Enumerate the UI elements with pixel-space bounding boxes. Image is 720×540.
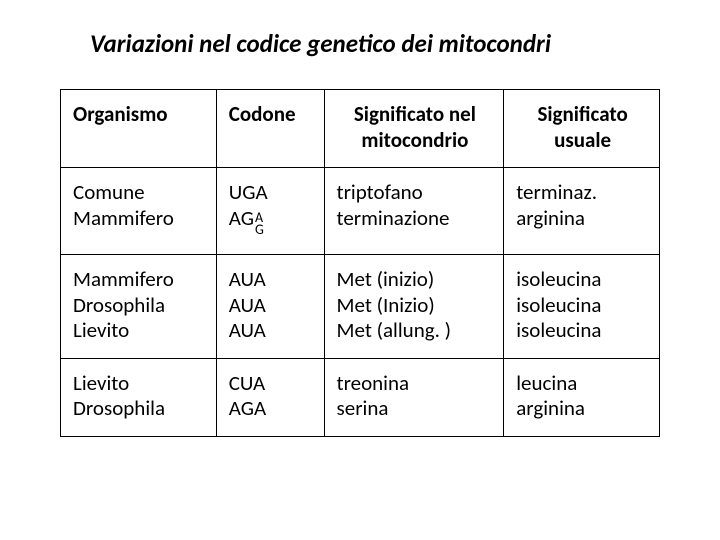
cell-mito: treoninaserina xyxy=(324,358,504,436)
cell-organismo: MammiferoDrosophilaLievito xyxy=(61,255,217,359)
cell-organismo: ComuneMammifero xyxy=(61,168,217,255)
cell-usuale: isoleucinaisoleucinaisoleucina xyxy=(504,255,660,359)
cell-codone: UGAAGAG xyxy=(216,168,324,255)
table-row: ComuneMammiferoUGAAGAGtriptofanoterminaz… xyxy=(61,168,660,255)
cell-mito: Met (inizio)Met (Inizio)Met (allung. ) xyxy=(324,255,504,359)
cell-mito: triptofanoterminazione xyxy=(324,168,504,255)
table-row: LievitoDrosophilaCUAAGAtreoninaserinaleu… xyxy=(61,358,660,436)
col-header-codone: Codone xyxy=(216,90,324,168)
cell-codone: AUAAUAAUA xyxy=(216,255,324,359)
col-header-usuale: Significato usuale xyxy=(504,90,660,168)
cell-organismo: LievitoDrosophila xyxy=(61,358,217,436)
table-header-row: Organismo Codone Significato nel mitocon… xyxy=(61,90,660,168)
cell-codone: CUAAGA xyxy=(216,358,324,436)
cell-usuale: leucinaarginina xyxy=(504,358,660,436)
table-row: MammiferoDrosophilaLievitoAUAAUAAUAMet (… xyxy=(61,255,660,359)
genetic-code-table: Organismo Codone Significato nel mitocon… xyxy=(60,89,660,437)
col-header-organismo: Organismo xyxy=(61,90,217,168)
page-title: Variazioni nel codice genetico dei mitoc… xyxy=(60,28,660,59)
col-header-mito: Significato nel mitocondrio xyxy=(324,90,504,168)
cell-usuale: terminaz.arginina xyxy=(504,168,660,255)
codone-stack: AG xyxy=(255,212,264,237)
